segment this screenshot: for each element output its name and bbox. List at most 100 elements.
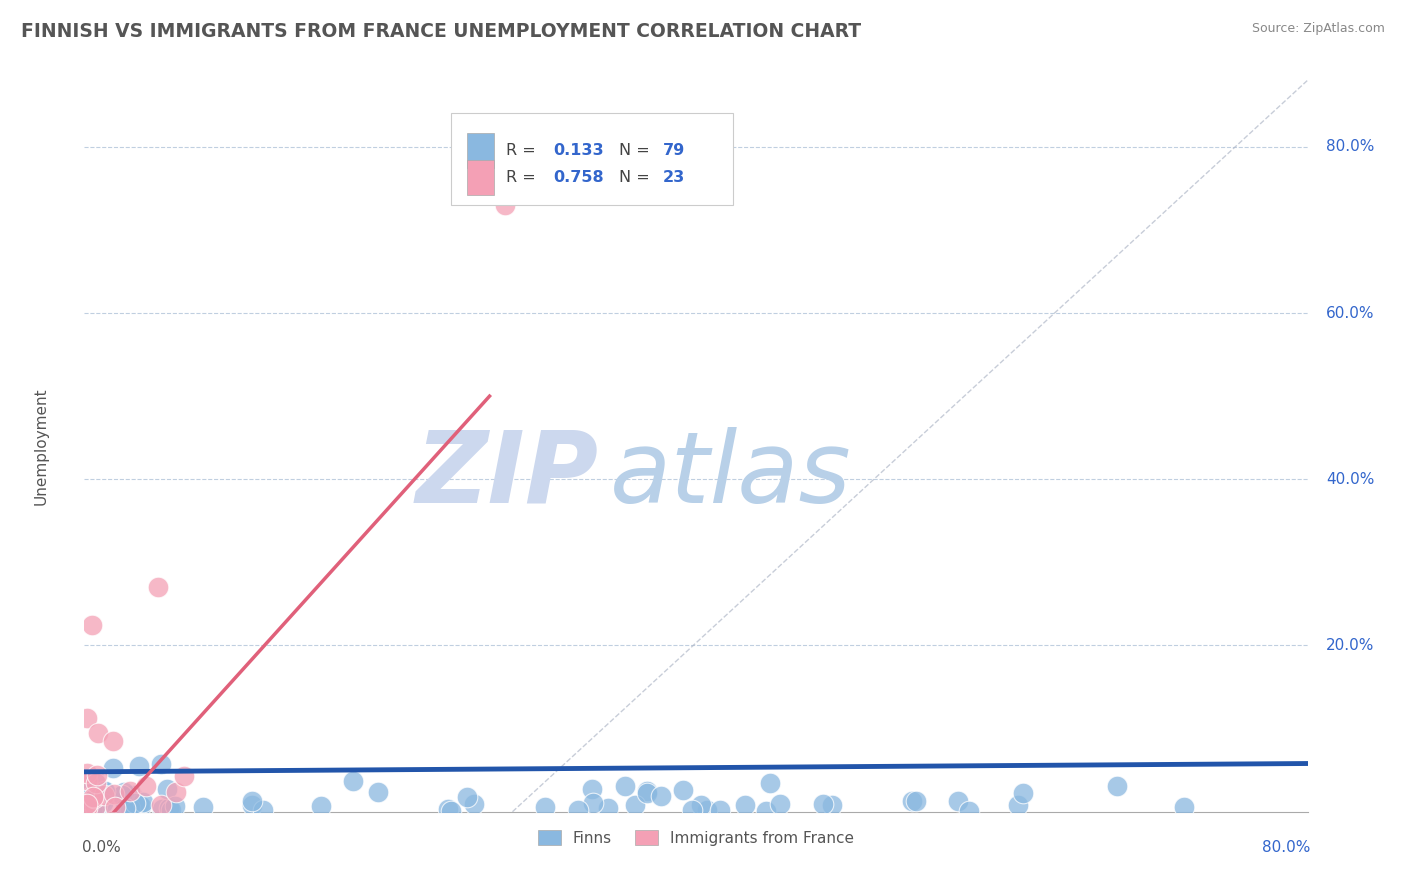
- Point: [613, 779, 636, 793]
- Point: [114, 801, 136, 815]
- Point: [86, 792, 108, 806]
- Point: [1012, 787, 1035, 801]
- Point: [769, 797, 792, 811]
- Point: [623, 798, 645, 813]
- Point: [709, 803, 731, 817]
- Point: [86, 768, 108, 782]
- Point: [650, 789, 672, 804]
- Point: [77, 799, 100, 814]
- Point: [84, 790, 107, 805]
- Point: [157, 801, 180, 815]
- Text: N =: N =: [619, 169, 655, 185]
- Point: [124, 797, 146, 812]
- Point: [101, 760, 124, 774]
- Point: [124, 796, 146, 810]
- Point: [946, 794, 969, 808]
- Point: [75, 803, 97, 817]
- Point: [165, 784, 187, 798]
- Point: [636, 786, 658, 800]
- Point: [75, 791, 97, 805]
- Point: [534, 800, 557, 814]
- Text: 0.0%: 0.0%: [82, 839, 121, 855]
- Point: [681, 803, 703, 817]
- Point: [367, 785, 389, 799]
- Point: [76, 797, 98, 811]
- Text: 79: 79: [664, 143, 685, 158]
- Text: 60.0%: 60.0%: [1326, 306, 1375, 320]
- Point: [76, 773, 98, 788]
- Point: [86, 776, 108, 790]
- Point: [156, 782, 179, 797]
- Text: 40.0%: 40.0%: [1326, 472, 1374, 487]
- Point: [80, 617, 103, 632]
- Text: 20.0%: 20.0%: [1326, 638, 1374, 653]
- Point: [80, 794, 103, 808]
- Text: atlas: atlas: [610, 426, 852, 524]
- Point: [90, 794, 112, 808]
- Point: [103, 734, 125, 748]
- Text: 80.0%: 80.0%: [1326, 139, 1374, 154]
- Point: [120, 784, 142, 798]
- Point: [149, 757, 172, 772]
- Text: 80.0%: 80.0%: [1261, 839, 1310, 855]
- Point: [118, 801, 141, 815]
- Point: [128, 797, 150, 811]
- Point: [76, 797, 98, 812]
- Point: [135, 779, 157, 793]
- Point: [1107, 779, 1129, 793]
- Point: [311, 799, 333, 814]
- Point: [636, 784, 658, 798]
- Point: [821, 798, 844, 813]
- Point: [672, 783, 695, 797]
- Point: [598, 800, 620, 814]
- Point: [121, 788, 143, 802]
- Point: [755, 804, 778, 818]
- Point: [82, 802, 104, 816]
- Point: [456, 789, 478, 804]
- Point: [94, 783, 117, 797]
- Point: [112, 785, 135, 799]
- Text: Source: ZipAtlas.com: Source: ZipAtlas.com: [1251, 22, 1385, 36]
- Point: [439, 804, 461, 818]
- Point: [104, 799, 127, 814]
- Point: [342, 774, 364, 789]
- Point: [129, 799, 152, 814]
- Point: [160, 803, 183, 817]
- Point: [240, 798, 263, 813]
- Point: [904, 794, 927, 808]
- Point: [900, 794, 922, 808]
- Point: [79, 800, 101, 814]
- Point: [82, 789, 104, 804]
- Text: FINNISH VS IMMIGRANTS FROM FRANCE UNEMPLOYMENT CORRELATION CHART: FINNISH VS IMMIGRANTS FROM FRANCE UNEMPL…: [21, 22, 862, 41]
- Point: [117, 798, 139, 813]
- Point: [83, 791, 105, 805]
- Point: [103, 787, 125, 801]
- Point: [146, 580, 169, 594]
- Point: [811, 797, 834, 812]
- Point: [581, 782, 603, 797]
- Point: [86, 797, 108, 812]
- Point: [86, 726, 108, 740]
- Point: [696, 803, 718, 817]
- Text: 0.758: 0.758: [553, 169, 603, 185]
- Text: 23: 23: [664, 169, 685, 185]
- Point: [1007, 798, 1029, 813]
- Point: [93, 784, 115, 798]
- Text: Unemployment: Unemployment: [34, 387, 49, 505]
- Text: R =: R =: [506, 143, 541, 158]
- Point: [115, 797, 138, 812]
- FancyBboxPatch shape: [451, 113, 733, 204]
- Point: [75, 798, 97, 813]
- Text: R =: R =: [506, 169, 541, 185]
- Point: [758, 776, 780, 790]
- Point: [91, 797, 114, 811]
- Point: [76, 766, 98, 780]
- Point: [84, 800, 107, 814]
- Point: [165, 799, 187, 814]
- Text: 0.133: 0.133: [553, 143, 603, 158]
- Point: [132, 796, 155, 810]
- Point: [150, 802, 173, 816]
- Point: [83, 771, 105, 785]
- Point: [76, 801, 98, 815]
- Point: [193, 800, 215, 814]
